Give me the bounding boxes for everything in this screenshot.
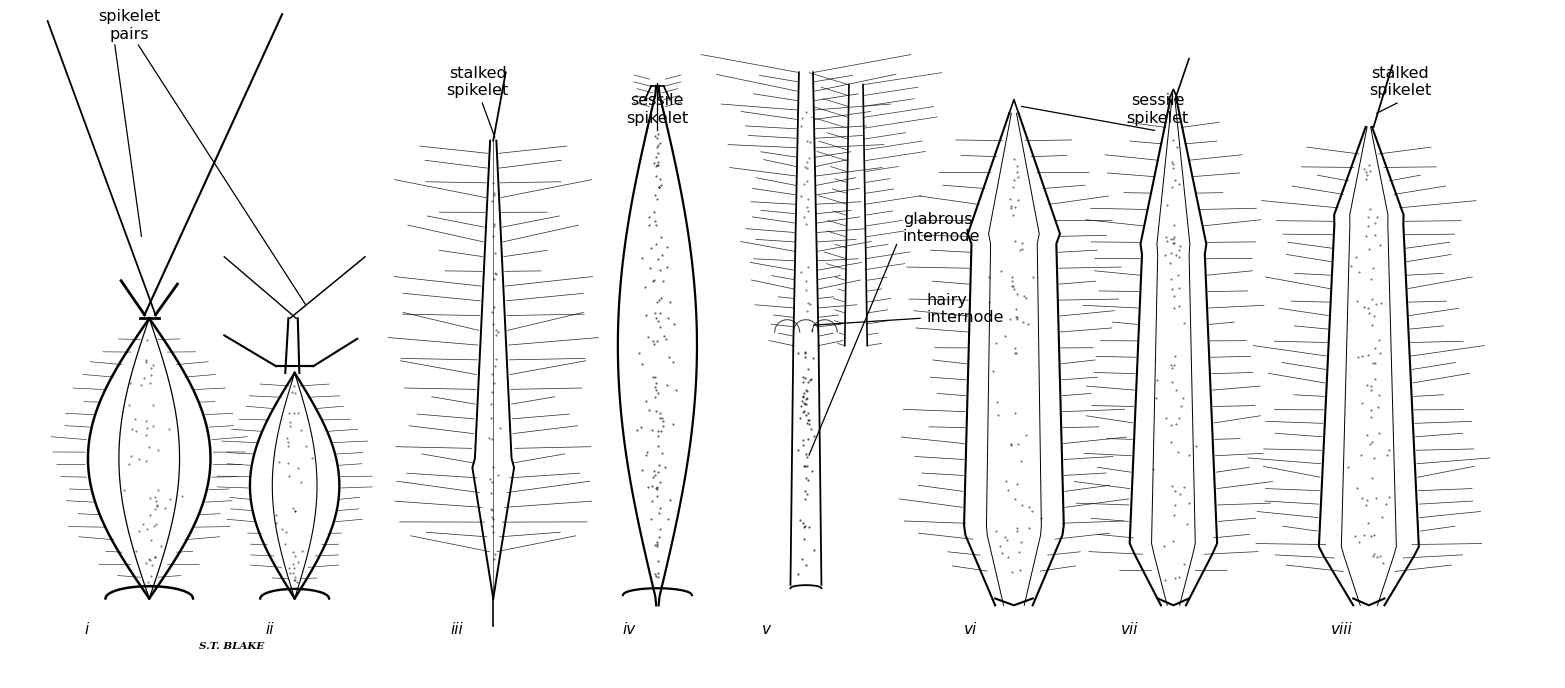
Text: iv: iv <box>623 622 635 636</box>
Text: ii: ii <box>266 622 274 636</box>
Text: hairy
internode: hairy internode <box>926 292 1003 325</box>
Text: spikelet
pairs: spikelet pairs <box>97 9 160 41</box>
Text: stalked
spikelet: stalked spikelet <box>1369 66 1432 98</box>
Text: S.T. BLAKE: S.T. BLAKE <box>199 642 264 651</box>
Text: stalked
spikelet: stalked spikelet <box>446 66 509 98</box>
Text: sessile
spikelet: sessile spikelet <box>626 93 689 126</box>
Text: v: v <box>762 622 772 636</box>
Text: sessile
spikelet: sessile spikelet <box>1127 93 1189 126</box>
Text: viii: viii <box>1332 622 1354 636</box>
Text: glabrous
internode: glabrous internode <box>903 212 980 244</box>
Text: i: i <box>85 622 89 636</box>
Text: vi: vi <box>964 622 977 636</box>
Text: vii: vii <box>1121 622 1138 636</box>
Text: iii: iii <box>451 622 463 636</box>
